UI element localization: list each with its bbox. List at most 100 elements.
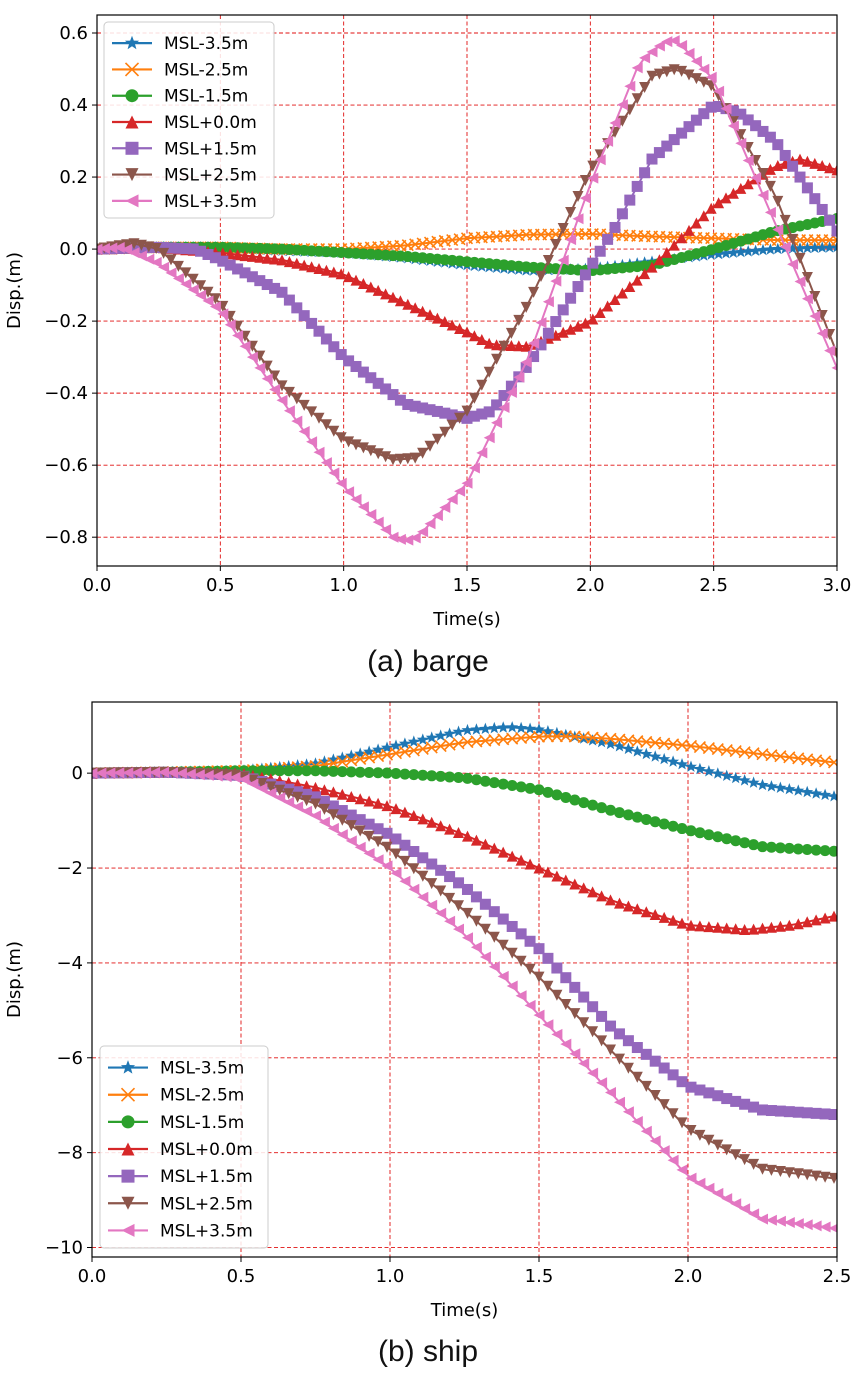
data-point bbox=[828, 910, 837, 922]
data-point bbox=[506, 920, 518, 932]
data-point bbox=[616, 287, 628, 299]
data-point bbox=[140, 767, 152, 778]
data-point bbox=[551, 989, 563, 1001]
data-point bbox=[747, 776, 760, 788]
data-point bbox=[757, 922, 768, 934]
data-point bbox=[658, 1062, 670, 1074]
data-point bbox=[569, 1048, 581, 1060]
series-group bbox=[97, 35, 837, 546]
data-point bbox=[435, 770, 447, 782]
data-point bbox=[596, 1077, 608, 1089]
data-point bbox=[246, 271, 258, 283]
data-point bbox=[579, 269, 591, 281]
y-tick-label: −0.4 bbox=[44, 383, 88, 404]
data-point bbox=[649, 909, 661, 920]
data-point bbox=[809, 157, 821, 169]
data-point bbox=[354, 766, 366, 778]
data-point bbox=[771, 242, 784, 255]
data-point bbox=[685, 760, 697, 772]
data-point bbox=[372, 836, 384, 848]
data-point bbox=[345, 809, 357, 821]
data-point bbox=[676, 40, 688, 51]
data-point bbox=[640, 906, 652, 918]
data-point bbox=[533, 784, 545, 796]
data-point bbox=[444, 892, 456, 904]
data-point bbox=[261, 252, 273, 264]
y-tick-label: −0.2 bbox=[44, 311, 88, 332]
data-point bbox=[444, 915, 456, 927]
legend-item: MSL+3.5m bbox=[112, 192, 257, 212]
data-point bbox=[764, 180, 776, 192]
data-point bbox=[318, 765, 330, 777]
data-point bbox=[683, 224, 695, 236]
legend-marker bbox=[125, 115, 139, 129]
data-point bbox=[363, 795, 375, 807]
data-point bbox=[667, 1069, 679, 1081]
data-point bbox=[764, 243, 777, 255]
data-point bbox=[498, 402, 510, 413]
data-point bbox=[354, 814, 366, 826]
data-point bbox=[738, 774, 751, 786]
data-point bbox=[810, 787, 823, 799]
x-axis-label: Time(s) bbox=[432, 609, 500, 630]
data-point bbox=[667, 820, 679, 832]
data-point bbox=[336, 766, 348, 778]
data-point bbox=[667, 755, 680, 767]
data-point bbox=[524, 722, 537, 734]
data-point bbox=[712, 831, 724, 843]
data-point bbox=[417, 769, 429, 781]
data-point bbox=[446, 419, 458, 431]
data-point bbox=[446, 409, 458, 421]
data-point bbox=[748, 1101, 760, 1113]
data-point bbox=[764, 131, 776, 143]
data-point bbox=[808, 241, 821, 253]
data-point bbox=[748, 1158, 760, 1170]
ship-caption: (b) ship bbox=[377, 1335, 479, 1368]
data-point bbox=[453, 900, 464, 912]
data-point bbox=[165, 254, 177, 266]
x-tick-label: 1.5 bbox=[525, 1266, 554, 1287]
data-point bbox=[524, 858, 536, 870]
data-point bbox=[292, 791, 304, 803]
data-point bbox=[327, 753, 340, 765]
data-point bbox=[572, 320, 584, 332]
data-point bbox=[720, 192, 732, 204]
data-point bbox=[417, 870, 429, 882]
data-point bbox=[720, 769, 733, 781]
data-point bbox=[622, 1035, 634, 1047]
data-point bbox=[335, 477, 347, 489]
data-point bbox=[757, 125, 769, 137]
data-point bbox=[694, 827, 706, 839]
data-point bbox=[497, 778, 509, 790]
data-point bbox=[343, 271, 355, 283]
legend-label: MSL-2.5m bbox=[160, 1086, 244, 1106]
data-point bbox=[711, 767, 724, 779]
y-tick-label: −6 bbox=[56, 1048, 83, 1069]
data-point bbox=[713, 197, 725, 209]
data-point bbox=[291, 415, 303, 427]
data-point bbox=[676, 1117, 688, 1129]
data-point bbox=[801, 1219, 813, 1231]
data-point bbox=[535, 271, 547, 282]
data-point bbox=[291, 257, 303, 269]
y-tick-label: −4 bbox=[56, 953, 83, 974]
data-point bbox=[506, 947, 518, 959]
data-point bbox=[739, 1203, 751, 1215]
data-point bbox=[831, 164, 837, 176]
data-point bbox=[365, 445, 377, 457]
data-point bbox=[513, 340, 525, 352]
data-point bbox=[276, 380, 288, 392]
data-point bbox=[703, 1182, 715, 1194]
data-point bbox=[786, 242, 799, 254]
data-point bbox=[150, 243, 162, 254]
data-point bbox=[742, 245, 755, 257]
data-point bbox=[301, 795, 313, 807]
data-point bbox=[739, 1154, 751, 1166]
data-point bbox=[180, 243, 192, 255]
data-point bbox=[533, 862, 545, 874]
ship-chart: 0.0 0.5 1.0 1.5 2.0 2.5 −10 −8 −6 −4 −2 0 Time(s) Dis… bbox=[4, 701, 851, 1321]
data-point bbox=[135, 250, 147, 262]
data-point bbox=[609, 221, 621, 233]
data-point bbox=[256, 783, 268, 794]
data-point bbox=[705, 202, 717, 214]
